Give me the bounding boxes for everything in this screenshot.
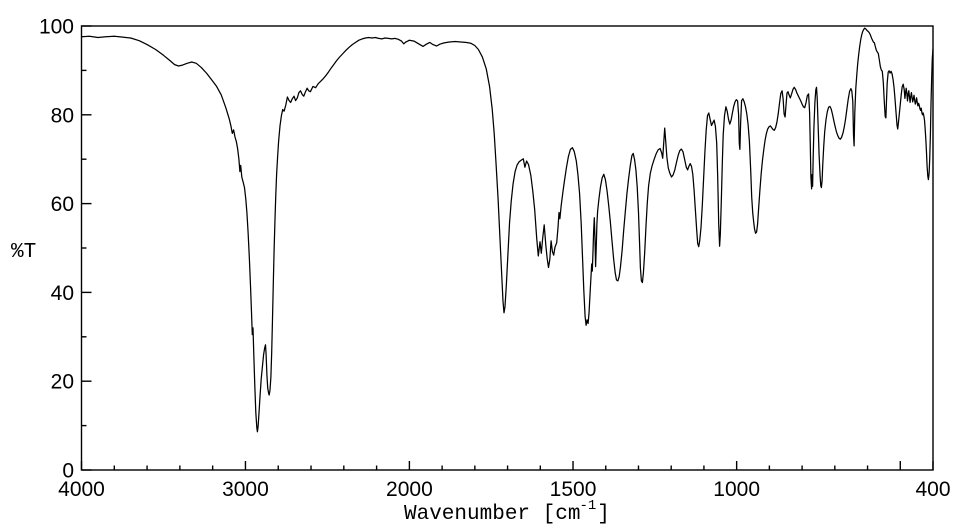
svg-text:100: 100 [39,16,74,39]
svg-text:2000: 2000 [386,478,433,501]
svg-text:80: 80 [51,104,74,127]
svg-text:20: 20 [51,371,74,394]
y-ticks [81,25,92,471]
svg-text:3000: 3000 [222,478,269,501]
svg-text:40: 40 [51,282,74,305]
svg-text:60: 60 [51,193,74,216]
x-tick-labels: 4000 3000 2000 1500 1000 400 [58,478,950,501]
x-axis-title-bracket: ] [597,503,610,526]
svg-text:400: 400 [915,478,950,501]
plot-border [80,25,934,471]
x-axis-title: Wavenumber [cm-1] [404,498,610,526]
y-tick-labels: 0 20 40 60 80 100 [39,16,74,483]
y-axis-title-text: %T [11,241,37,264]
x-axis-unit-exponent: -1 [579,498,597,514]
x-ticks [80,461,934,470]
trace-line [80,27,934,433]
svg-text:1500: 1500 [550,478,597,501]
x-axis-title-text: Wavenumber [cm [404,503,581,526]
y-axis-title: %T [11,241,36,264]
svg-text:0: 0 [62,460,74,483]
svg-text:4000: 4000 [58,478,105,501]
svg-text:1000: 1000 [713,478,760,501]
